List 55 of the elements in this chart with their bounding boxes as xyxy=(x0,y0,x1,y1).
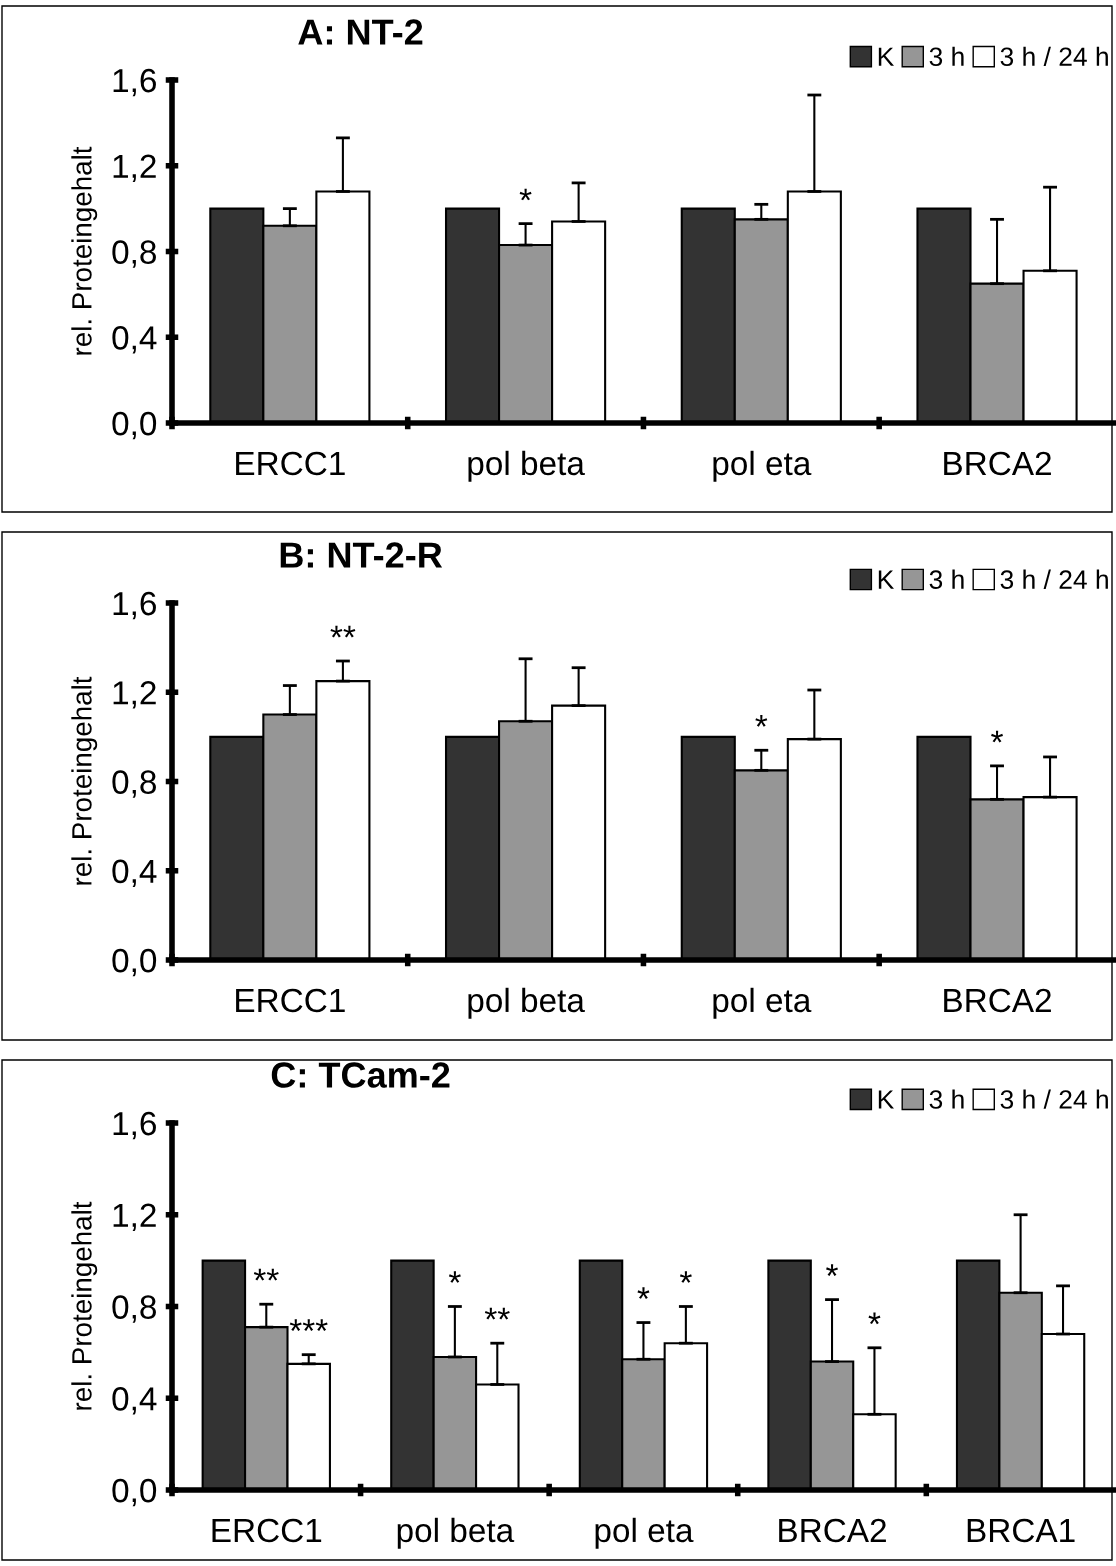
x-tick-label: BRCA2 xyxy=(944,451,1051,476)
data-label: ** xyxy=(330,625,356,638)
y-tick-label: 0,4 xyxy=(112,326,157,354)
legend-label: K xyxy=(878,570,894,589)
y-tick-label: 0,0 xyxy=(112,1478,157,1507)
x-tick-label: ERCC1 xyxy=(212,1518,322,1543)
legend-label: 3 h / 24 h xyxy=(1000,46,1108,67)
x-tick-label: BRCA1 xyxy=(967,1518,1075,1543)
y-axis-title: rel. Proteingehalt xyxy=(71,676,98,885)
y-tick-label: 1,2 xyxy=(113,154,156,183)
y-tick-label: 0,4 xyxy=(112,1387,157,1415)
data-label: *** xyxy=(289,1319,328,1332)
x-tick-label: pol eta xyxy=(713,987,812,1019)
data-label: * xyxy=(755,715,768,727)
chart-title: C: TCam-2 xyxy=(271,1062,450,1088)
x-tick-label: ERCC1 xyxy=(236,988,345,1013)
data-label: * xyxy=(448,1271,461,1283)
y-tick-label: 1,2 xyxy=(113,681,156,709)
y-axis-title: rel. Proteingehalt xyxy=(71,146,98,355)
y-tick-label: 1,6 xyxy=(113,591,156,620)
y-tick-label: 1,6 xyxy=(113,1111,156,1140)
data-label: ** xyxy=(484,1307,510,1320)
x-tick-label: ERCC1 xyxy=(236,451,345,476)
y-tick-label: 1,6 xyxy=(113,68,156,97)
legend-label: 3 h xyxy=(929,1089,964,1109)
x-tick-label: pol beta xyxy=(468,987,585,1019)
x-tick-label: pol eta xyxy=(595,1517,694,1549)
legend-label: 3 h xyxy=(929,46,964,67)
y-axis-title: rel. Proteingehalt xyxy=(71,1201,98,1410)
data-label: * xyxy=(679,1271,692,1283)
data-label: * xyxy=(826,1264,838,1276)
data-label: * xyxy=(637,1287,650,1299)
chart-title: A: NT-2 xyxy=(298,19,423,45)
x-tick-label: pol beta xyxy=(397,1517,515,1549)
y-tick-label: 0,8 xyxy=(112,1295,156,1323)
legend-label: 3 h / 24 h xyxy=(1000,1089,1108,1109)
y-tick-label: 0,8 xyxy=(112,240,156,268)
y-tick-label: 0,8 xyxy=(112,770,156,798)
y-tick-label: 0,0 xyxy=(112,411,157,440)
data-label: * xyxy=(519,188,532,201)
x-tick-label: BRCA2 xyxy=(944,988,1051,1013)
x-tick-label: pol beta xyxy=(468,450,585,482)
x-tick-label: BRCA2 xyxy=(779,1518,886,1543)
data-label: ** xyxy=(253,1268,279,1281)
y-tick-label: 0,4 xyxy=(112,859,157,888)
data-label: * xyxy=(868,1312,881,1325)
y-tick-label: 1,2 xyxy=(113,1203,156,1232)
legend-label: K xyxy=(878,47,894,66)
legend-label: 3 h xyxy=(929,569,964,589)
chart-title: B: NT-2-R xyxy=(280,542,443,568)
x-tick-label: pol eta xyxy=(713,450,812,482)
y-tick-label: 0,0 xyxy=(112,948,157,977)
legend-label: 3 h / 24 h xyxy=(1000,569,1108,589)
legend-label: K xyxy=(878,1090,894,1109)
data-label: * xyxy=(991,730,1003,743)
